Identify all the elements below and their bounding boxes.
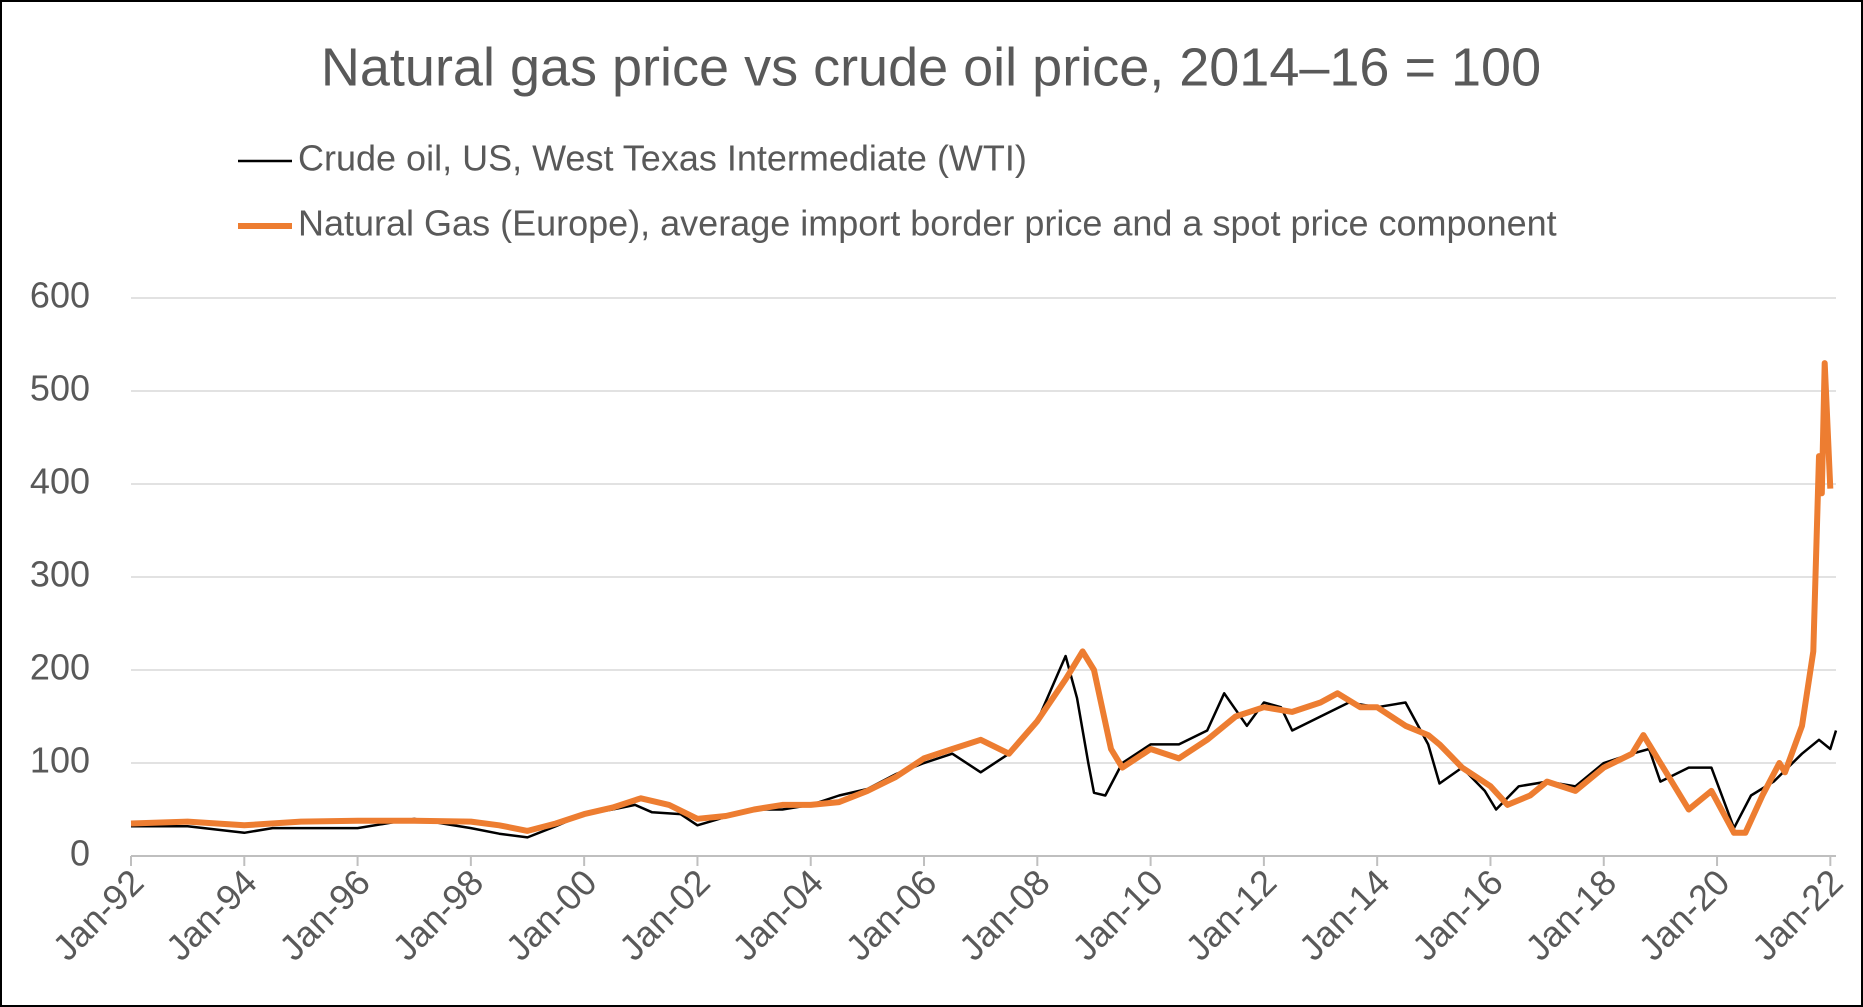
legend-label: Natural Gas (Europe), average import bor… [298, 203, 1557, 244]
y-tick-label: 300 [30, 554, 90, 595]
chart-title: Natural gas price vs crude oil price, 20… [321, 37, 1541, 97]
y-tick-label: 500 [30, 368, 90, 409]
legend-label: Crude oil, US, West Texas Intermediate (… [298, 138, 1027, 179]
y-tick-label: 100 [30, 740, 90, 781]
y-tick-label: 600 [30, 275, 90, 316]
series-line [130, 360, 1834, 836]
y-tick-label: 400 [30, 461, 90, 502]
y-tick-label: 200 [30, 647, 90, 688]
y-tick-label: 0 [70, 833, 90, 874]
